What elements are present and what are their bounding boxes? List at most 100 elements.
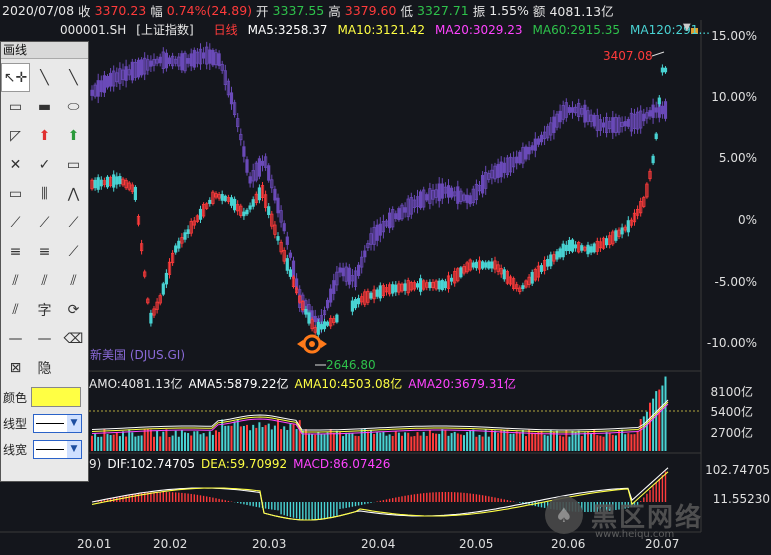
draw-tool-button[interactable]: ✓ [38, 156, 51, 173]
draw-tool-button[interactable]: ⟋ [68, 214, 79, 231]
open-value: 3337.55 [272, 2, 325, 18]
ma5-label: MA5:3258.37 [247, 22, 328, 37]
draw-tool-button[interactable]: ⟳ [67, 301, 80, 318]
amo-label: AMO:4081.13亿 [89, 376, 183, 391]
volume-bars [91, 376, 667, 451]
low-label: 低 [400, 3, 413, 19]
low-marker-icon[interactable] [302, 334, 322, 354]
amount-label: 额 [532, 3, 546, 19]
open-label: 开 [256, 3, 269, 19]
color-row: 颜色 [1, 386, 88, 408]
draw-tool-button[interactable]: ⫼ [41, 185, 48, 202]
dif-label: DIF:102.74705 [107, 457, 196, 471]
macd-lines [91, 467, 669, 521]
volume-y-tick: 8100亿 [710, 385, 753, 399]
close-value: 3370.23 [94, 2, 147, 18]
line-sample [36, 448, 65, 450]
ma120-label: MA120:291... [630, 22, 710, 37]
watermark-url: www.heiqu.com [595, 529, 675, 540]
linewidth-select[interactable]: ▼ [33, 439, 83, 459]
draw-tool-button[interactable]: ≡ [9, 243, 22, 260]
date-label: 2020/07/08 [2, 2, 75, 18]
draw-tool-button[interactable]: ⟋ [10, 214, 21, 231]
draw-tool-button[interactable]: ▭ [8, 185, 23, 202]
amount-value: 4081.13亿 [549, 3, 614, 19]
ma10-label: MA10:3121.42 [337, 22, 426, 37]
chevron-down-icon[interactable]: ▼ [67, 440, 82, 458]
lock-icon[interactable] [691, 28, 698, 34]
draw-tool-button[interactable]: ⋀ [67, 185, 80, 202]
ama10-label: AMA10:4503.08亿 [294, 376, 403, 391]
draw-tool-button[interactable]: ⬆ [38, 127, 51, 144]
high-label: 高 [328, 3, 341, 19]
draw-tool-button[interactable]: ⫽ [12, 272, 19, 289]
draw-tool-button[interactable]: ⟋ [68, 243, 79, 260]
draw-tool-button[interactable]: ≡ [38, 243, 51, 260]
y-tick-label: 15.00% [711, 29, 757, 43]
draw-tool-button[interactable]: ▭ [66, 156, 81, 173]
draw-tool-button[interactable]: ▬ [37, 98, 52, 115]
x-tick-label: 20.06 [551, 537, 586, 551]
ama5-label: AMA5:5879.22亿 [188, 376, 289, 391]
draw-tool-button[interactable]: — [37, 330, 52, 347]
line-sample [36, 422, 65, 424]
volume-y-tick: 2700亿 [710, 426, 753, 440]
draw-tool-button[interactable]: ⬭ [67, 98, 80, 115]
macd-params: 9) [89, 457, 102, 471]
color-label: 颜色 [3, 390, 28, 405]
ma60-label: MA60:2915.35 [532, 22, 621, 37]
draw-tool-button[interactable]: ⫽ [70, 272, 77, 289]
price-indicator-header: 000001.SH [上证指数] 日线 MA5:3258.37 MA10:3121… [60, 21, 720, 38]
watermark-text: 黑区网络 [591, 502, 704, 533]
draw-tool-button[interactable]: ╲ [69, 69, 78, 86]
draw-tool-button[interactable]: ⬆ [67, 127, 80, 144]
site-watermark: ♠ 黑区网络 www.heiqu.com [545, 496, 704, 540]
amplitude-value: 1.55% [489, 2, 529, 18]
y-tick-label: 10.00% [711, 90, 757, 104]
toolbox-tool-grid: ↖✛ ╲ ╲ ▭ ▬ ⬭ ◸ ⬆ ⬆ ✕ ✓ ▭ ▭ ⫼ ⋀ ⟋ ⟋ ⟋ ≡ ≡ ⟋ ⫽ ⫽ ⫽ ⫽ 字 ⟳ — — ⌫ ⊠ 隐 [1, 59, 88, 382]
change-value: 0.74%(24.89) [166, 2, 253, 18]
quote-info-bar: 2020/07/08 收 3370.23 幅 0.74%(24.89) 开 33… [0, 0, 771, 20]
draw-tool-button[interactable]: 隐 [37, 360, 52, 377]
macd-y-tick: 11.55230 [712, 492, 770, 506]
draw-tool-button[interactable]: ✕ [9, 156, 22, 173]
y-tick-label: -10.00% [706, 336, 757, 350]
amplitude-label: 振 [472, 3, 486, 19]
chevron-down-icon[interactable]: ▼ [683, 22, 691, 33]
macd-label: MACD:86.07426 [293, 457, 391, 471]
color-swatch[interactable] [31, 387, 82, 407]
linewidth-row: 线宽 ▼ [1, 438, 88, 460]
toolbox-title[interactable]: 画线 [1, 42, 88, 59]
chevron-down-icon[interactable]: ▼ [67, 414, 82, 432]
linewidth-label: 线宽 [3, 442, 28, 457]
linetype-select[interactable]: ▼ [33, 413, 83, 433]
draw-tool-button[interactable]: ⫽ [41, 272, 48, 289]
index-name: [上证指数] [136, 23, 194, 37]
x-tick-label: 20.05 [459, 537, 494, 551]
draw-tool-button[interactable]: ⌫ [63, 330, 84, 347]
dea-label: DEA:59.70992 [201, 457, 288, 471]
draw-tool-button[interactable]: ⫽ [12, 301, 19, 318]
macd-indicator-header: 9) DIF:102.74705 DEA:59.70992 MACD:86.07… [89, 456, 396, 472]
y-tick-label: 5.00% [718, 151, 757, 165]
draw-tool-button[interactable]: ▭ [8, 98, 23, 115]
drawing-toolbox[interactable]: 画线 ↖✛ ╲ ╲ ▭ ▬ ⬭ ◸ ⬆ ⬆ ✕ ✓ ▭ ▭ ⫼ ⋀ ⟋ ⟋ ⟋ ≡ ≡ ⟋ ⫽ ⫽ ⫽ ⫽ 字 ⟳ — — ⌫ ⊠ 隐 颜色 … [0, 41, 89, 482]
draw-tool-button[interactable]: ↖✛ [1, 63, 30, 92]
draw-tool-button[interactable]: ◸ [10, 127, 21, 144]
draw-tool-button[interactable]: 字 [37, 302, 52, 319]
mushroom-logo-icon: ♠ [545, 496, 583, 534]
draw-tool-button[interactable]: — [8, 330, 23, 347]
change-label: 幅 [150, 3, 163, 19]
draw-tool-button[interactable]: ⟋ [39, 214, 50, 231]
draw-tool-button[interactable]: ⊠ [9, 359, 22, 376]
volume-ma-lines [91, 399, 669, 435]
ma20-label: MA20:3029.23 [435, 22, 523, 37]
period-label[interactable]: 日线 [213, 23, 238, 37]
ama20-label: AMA20:3679.31亿 [408, 376, 516, 391]
symbol-label: 000001.SH [上证指数] [60, 21, 204, 38]
overlay-index-label[interactable]: 新美国 (DJUS.GI) [90, 348, 186, 362]
draw-tool-button[interactable]: ╲ [40, 69, 49, 86]
volume-y-tick: 5400亿 [710, 405, 753, 419]
x-tick-label: 20.04 [361, 537, 396, 551]
